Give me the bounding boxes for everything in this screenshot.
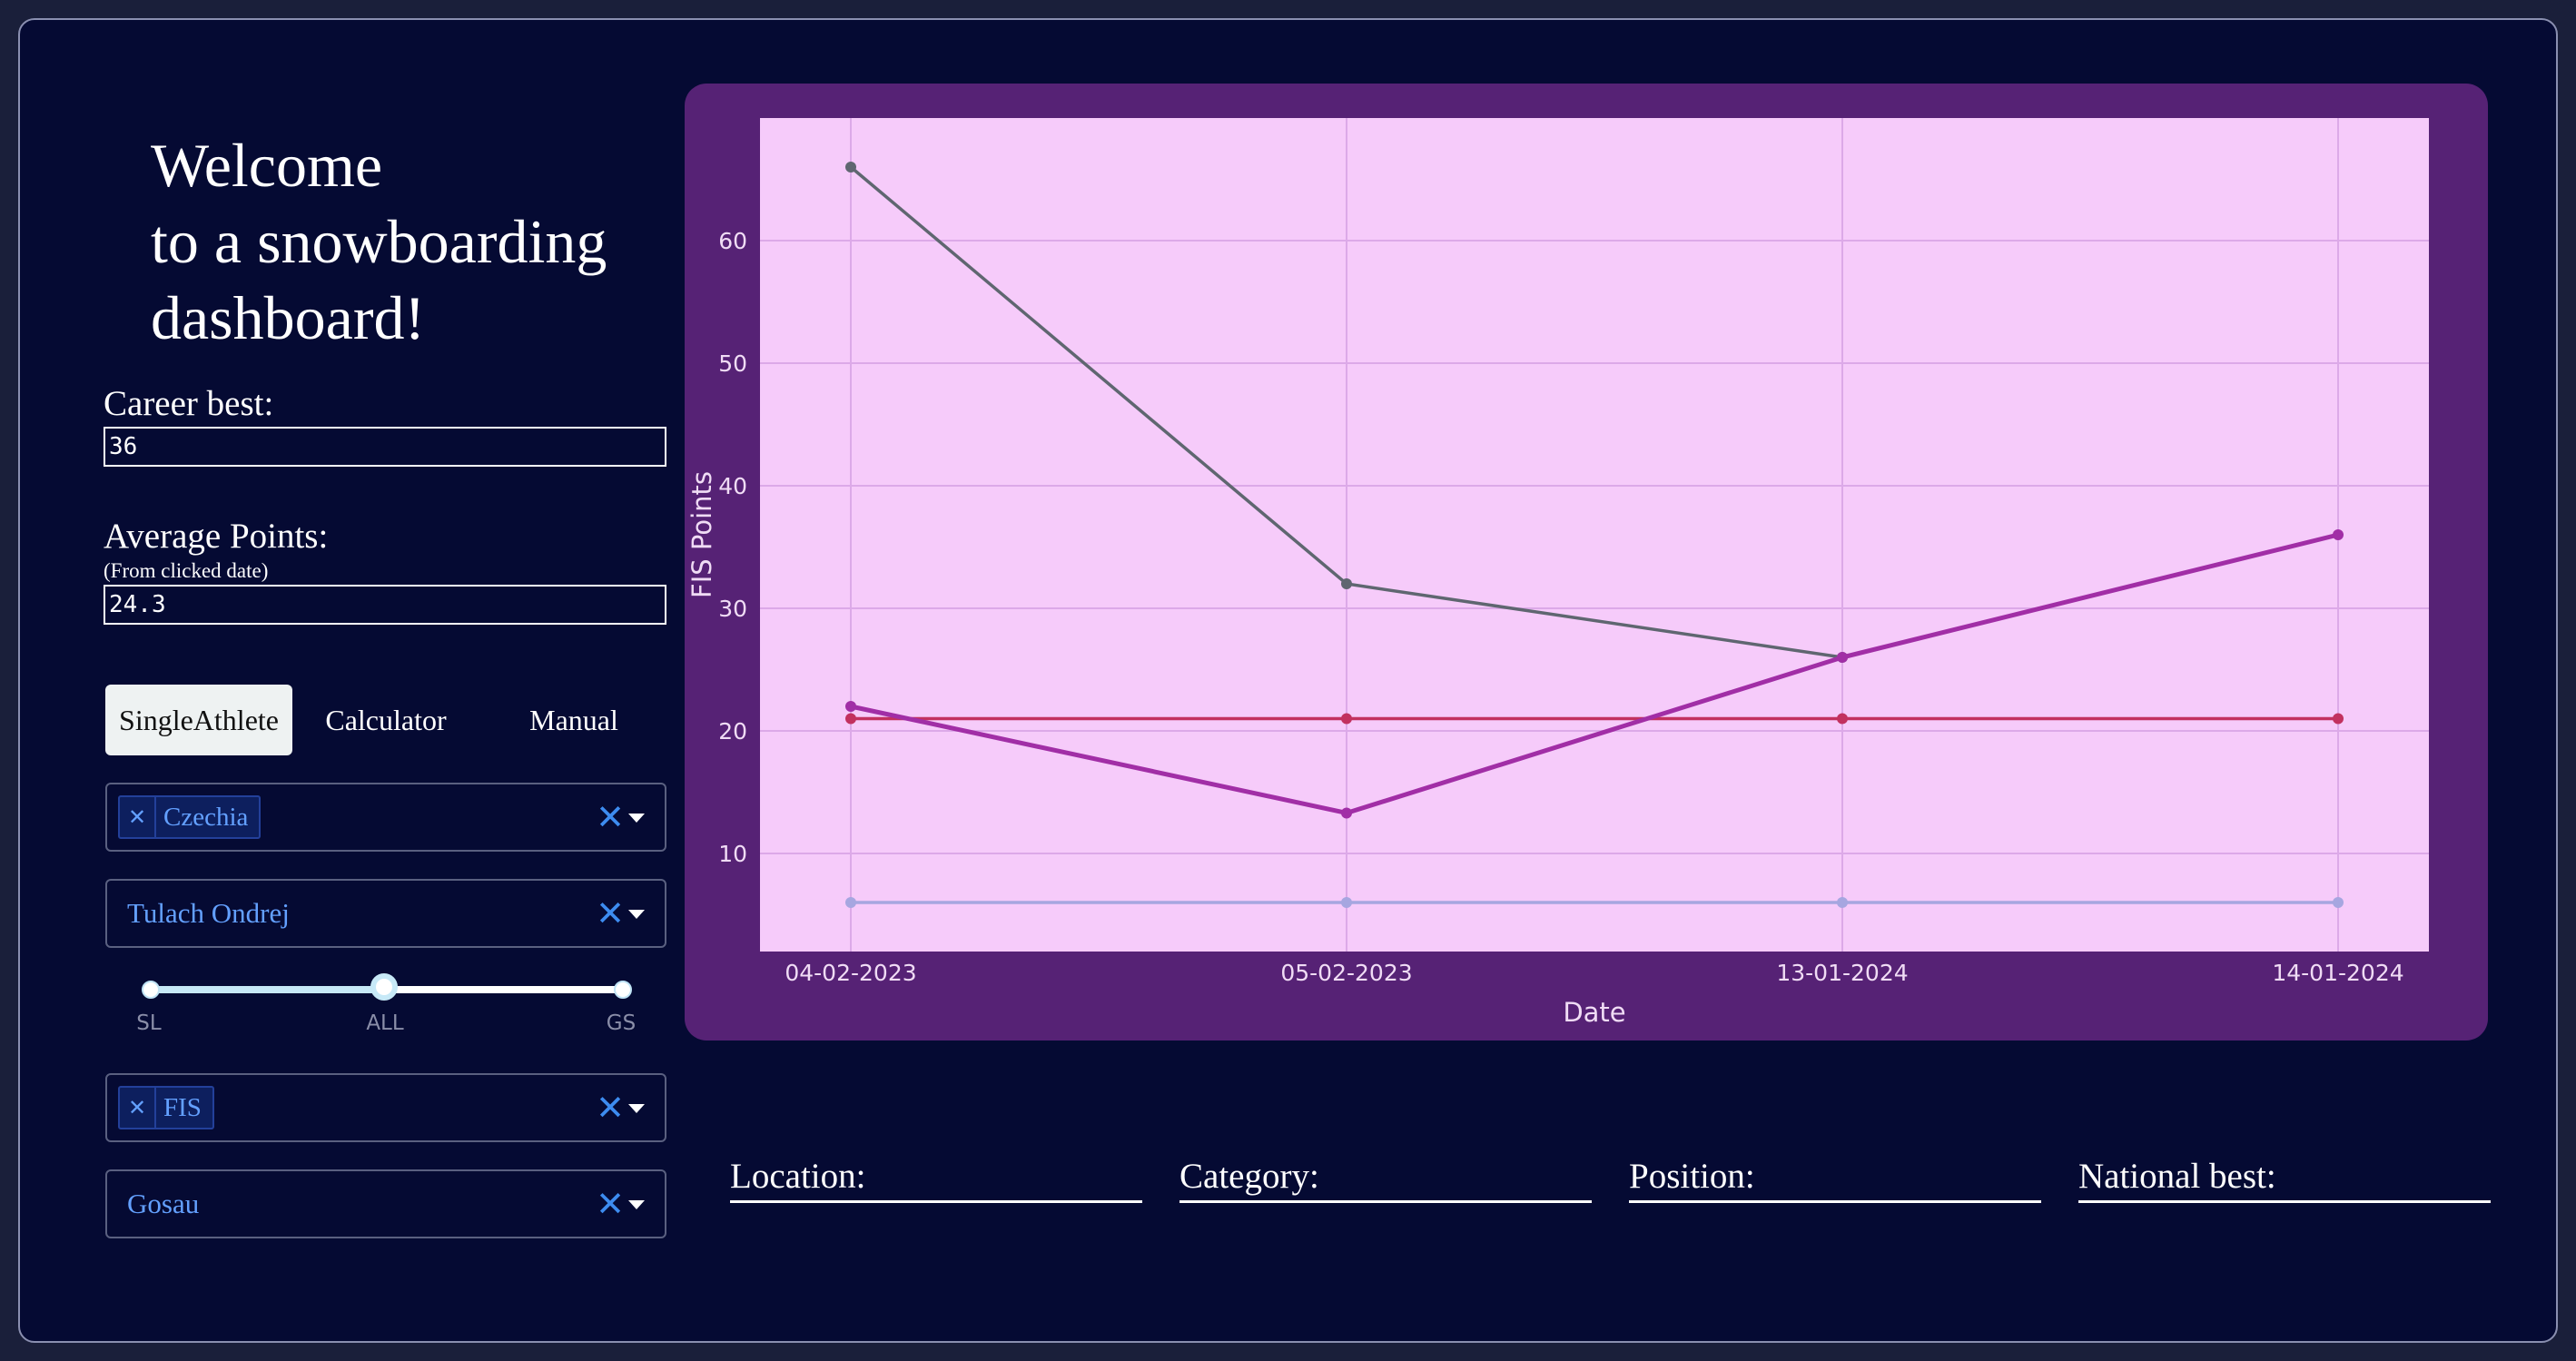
category-chip: ✕ FIS [118, 1086, 214, 1129]
slider-mark-all[interactable]: ALL [366, 1011, 404, 1035]
chart-ticks: 10 20 30 40 50 60 04-02-2023 05-02-2023 13-01-20… [718, 228, 2403, 986]
data-point[interactable] [1837, 713, 1848, 725]
caret-down-icon[interactable] [628, 814, 645, 823]
x-axis-label: Date [1563, 997, 1625, 1028]
fis-points-chart[interactable]: 10 20 30 40 50 60 04-02-2023 05-02-2023 13-01-20… [685, 84, 2488, 1040]
y-tick-label: 60 [718, 228, 747, 254]
data-point[interactable] [845, 701, 856, 712]
plot-area[interactable] [760, 118, 2429, 952]
welcome-line-2: to a snowboarding [151, 207, 607, 276]
category-chip-label: FIS [163, 1092, 202, 1122]
location-dropdown[interactable]: Gosau ✕ [105, 1169, 666, 1238]
x-tick-label: 04-02-2023 [785, 960, 916, 986]
y-tick-label: 10 [718, 841, 747, 867]
data-point[interactable] [1341, 713, 1352, 725]
x-tick-label: 05-02-2023 [1280, 960, 1412, 986]
data-point[interactable] [845, 713, 856, 725]
series-line[interactable] [850, 532, 2339, 816]
category-info-label: Category: [1179, 1157, 1319, 1196]
x-tick-label: 14-01-2024 [2272, 960, 2403, 986]
welcome-heading: Welcome to a snowboarding dashboard! [151, 127, 607, 356]
y-axis-label: FIS Points [686, 471, 717, 598]
data-point[interactable] [845, 897, 856, 908]
data-point[interactable] [1837, 897, 1848, 908]
clear-icon[interactable]: ✕ [596, 893, 625, 933]
welcome-line-1: Welcome [151, 131, 383, 200]
national-best-info: National best: [2078, 1149, 2491, 1203]
clear-icon[interactable]: ✕ [596, 1088, 625, 1128]
clear-icon[interactable]: ✕ [596, 797, 625, 837]
clear-icon[interactable]: ✕ [596, 1184, 625, 1224]
tab-manual[interactable]: Manual [529, 704, 618, 736]
y-tick-label: 50 [718, 350, 747, 377]
data-point[interactable] [1341, 897, 1352, 908]
y-tick-label: 20 [718, 718, 747, 745]
mode-tabs: SingleAthlete Calculator Manual [105, 685, 668, 755]
x-tick-label: 13-01-2024 [1776, 960, 1908, 986]
tab-calculator[interactable]: Calculator [325, 704, 447, 736]
chart-series[interactable] [845, 162, 2344, 908]
country-dropdown[interactable]: ✕ Czechia ✕ [105, 783, 666, 852]
tab-single-athlete[interactable]: SingleAthlete [105, 685, 292, 755]
caret-down-icon[interactable] [628, 1200, 645, 1209]
career-best-label: Career best: [104, 384, 274, 423]
caret-down-icon[interactable] [628, 910, 645, 919]
chip-remove-icon[interactable]: ✕ [120, 1088, 156, 1128]
average-points-label: Average Points: [104, 517, 329, 556]
location-info-label: Location: [730, 1157, 866, 1196]
category-info: Category: [1179, 1149, 1592, 1203]
data-point[interactable] [1341, 578, 1352, 589]
average-points-value: 24.3 [104, 585, 666, 625]
y-tick-label: 40 [718, 473, 747, 499]
position-info: Position: [1629, 1149, 2041, 1203]
data-point[interactable] [2333, 897, 2344, 908]
data-point[interactable] [845, 162, 856, 173]
slider-handle[interactable] [370, 973, 398, 1001]
slider-mark-gs[interactable]: GS [606, 1011, 637, 1035]
category-dropdown[interactable]: ✕ FIS ✕ [105, 1073, 666, 1142]
chart-svg[interactable]: 10 20 30 40 50 60 04-02-2023 05-02-2023 13-01-20… [685, 84, 2488, 1040]
slider-track[interactable] [149, 986, 385, 993]
slider-dot-sl[interactable] [142, 981, 160, 999]
athlete-dropdown[interactable]: Tulach Ondrej ✕ [105, 879, 666, 948]
welcome-line-3: dashboard! [151, 283, 426, 352]
national-best-info-label: National best: [2078, 1157, 2276, 1196]
slider-dot-gs[interactable] [614, 981, 632, 999]
location-info: Location: [730, 1149, 1142, 1203]
country-chip-label: Czechia [163, 802, 249, 832]
data-point[interactable] [2333, 713, 2344, 725]
career-best-value: 36 [104, 427, 666, 467]
discipline-slider[interactable]: SL ALL GS [136, 971, 636, 1053]
location-dropdown-value: Gosau [127, 1188, 200, 1219]
chip-remove-icon[interactable]: ✕ [120, 797, 156, 837]
data-point[interactable] [1341, 807, 1352, 819]
data-point[interactable] [2333, 529, 2344, 540]
caret-down-icon[interactable] [628, 1104, 645, 1113]
data-point[interactable] [1837, 652, 1848, 663]
country-chip: ✕ Czechia [118, 795, 262, 839]
athlete-dropdown-value: Tulach Ondrej [127, 897, 290, 929]
slider-mark-sl[interactable]: SL [136, 1011, 162, 1035]
average-points-sublabel: (From clicked date) [104, 559, 269, 582]
y-tick-label: 30 [718, 596, 747, 622]
position-info-label: Position: [1629, 1157, 1755, 1196]
